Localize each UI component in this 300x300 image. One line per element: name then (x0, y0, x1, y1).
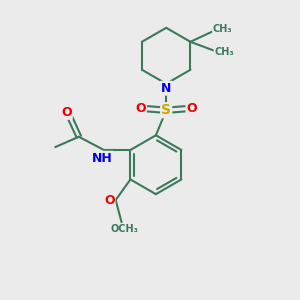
Text: S: S (161, 103, 171, 117)
Text: OCH₃: OCH₃ (111, 224, 138, 235)
Text: CH₃: CH₃ (213, 23, 233, 34)
Text: O: O (135, 102, 146, 115)
Text: CH₃: CH₃ (214, 47, 234, 57)
Text: NH: NH (92, 152, 113, 165)
Text: O: O (187, 102, 197, 115)
Text: O: O (104, 194, 115, 207)
Text: N: N (161, 82, 171, 95)
Text: O: O (61, 106, 72, 119)
